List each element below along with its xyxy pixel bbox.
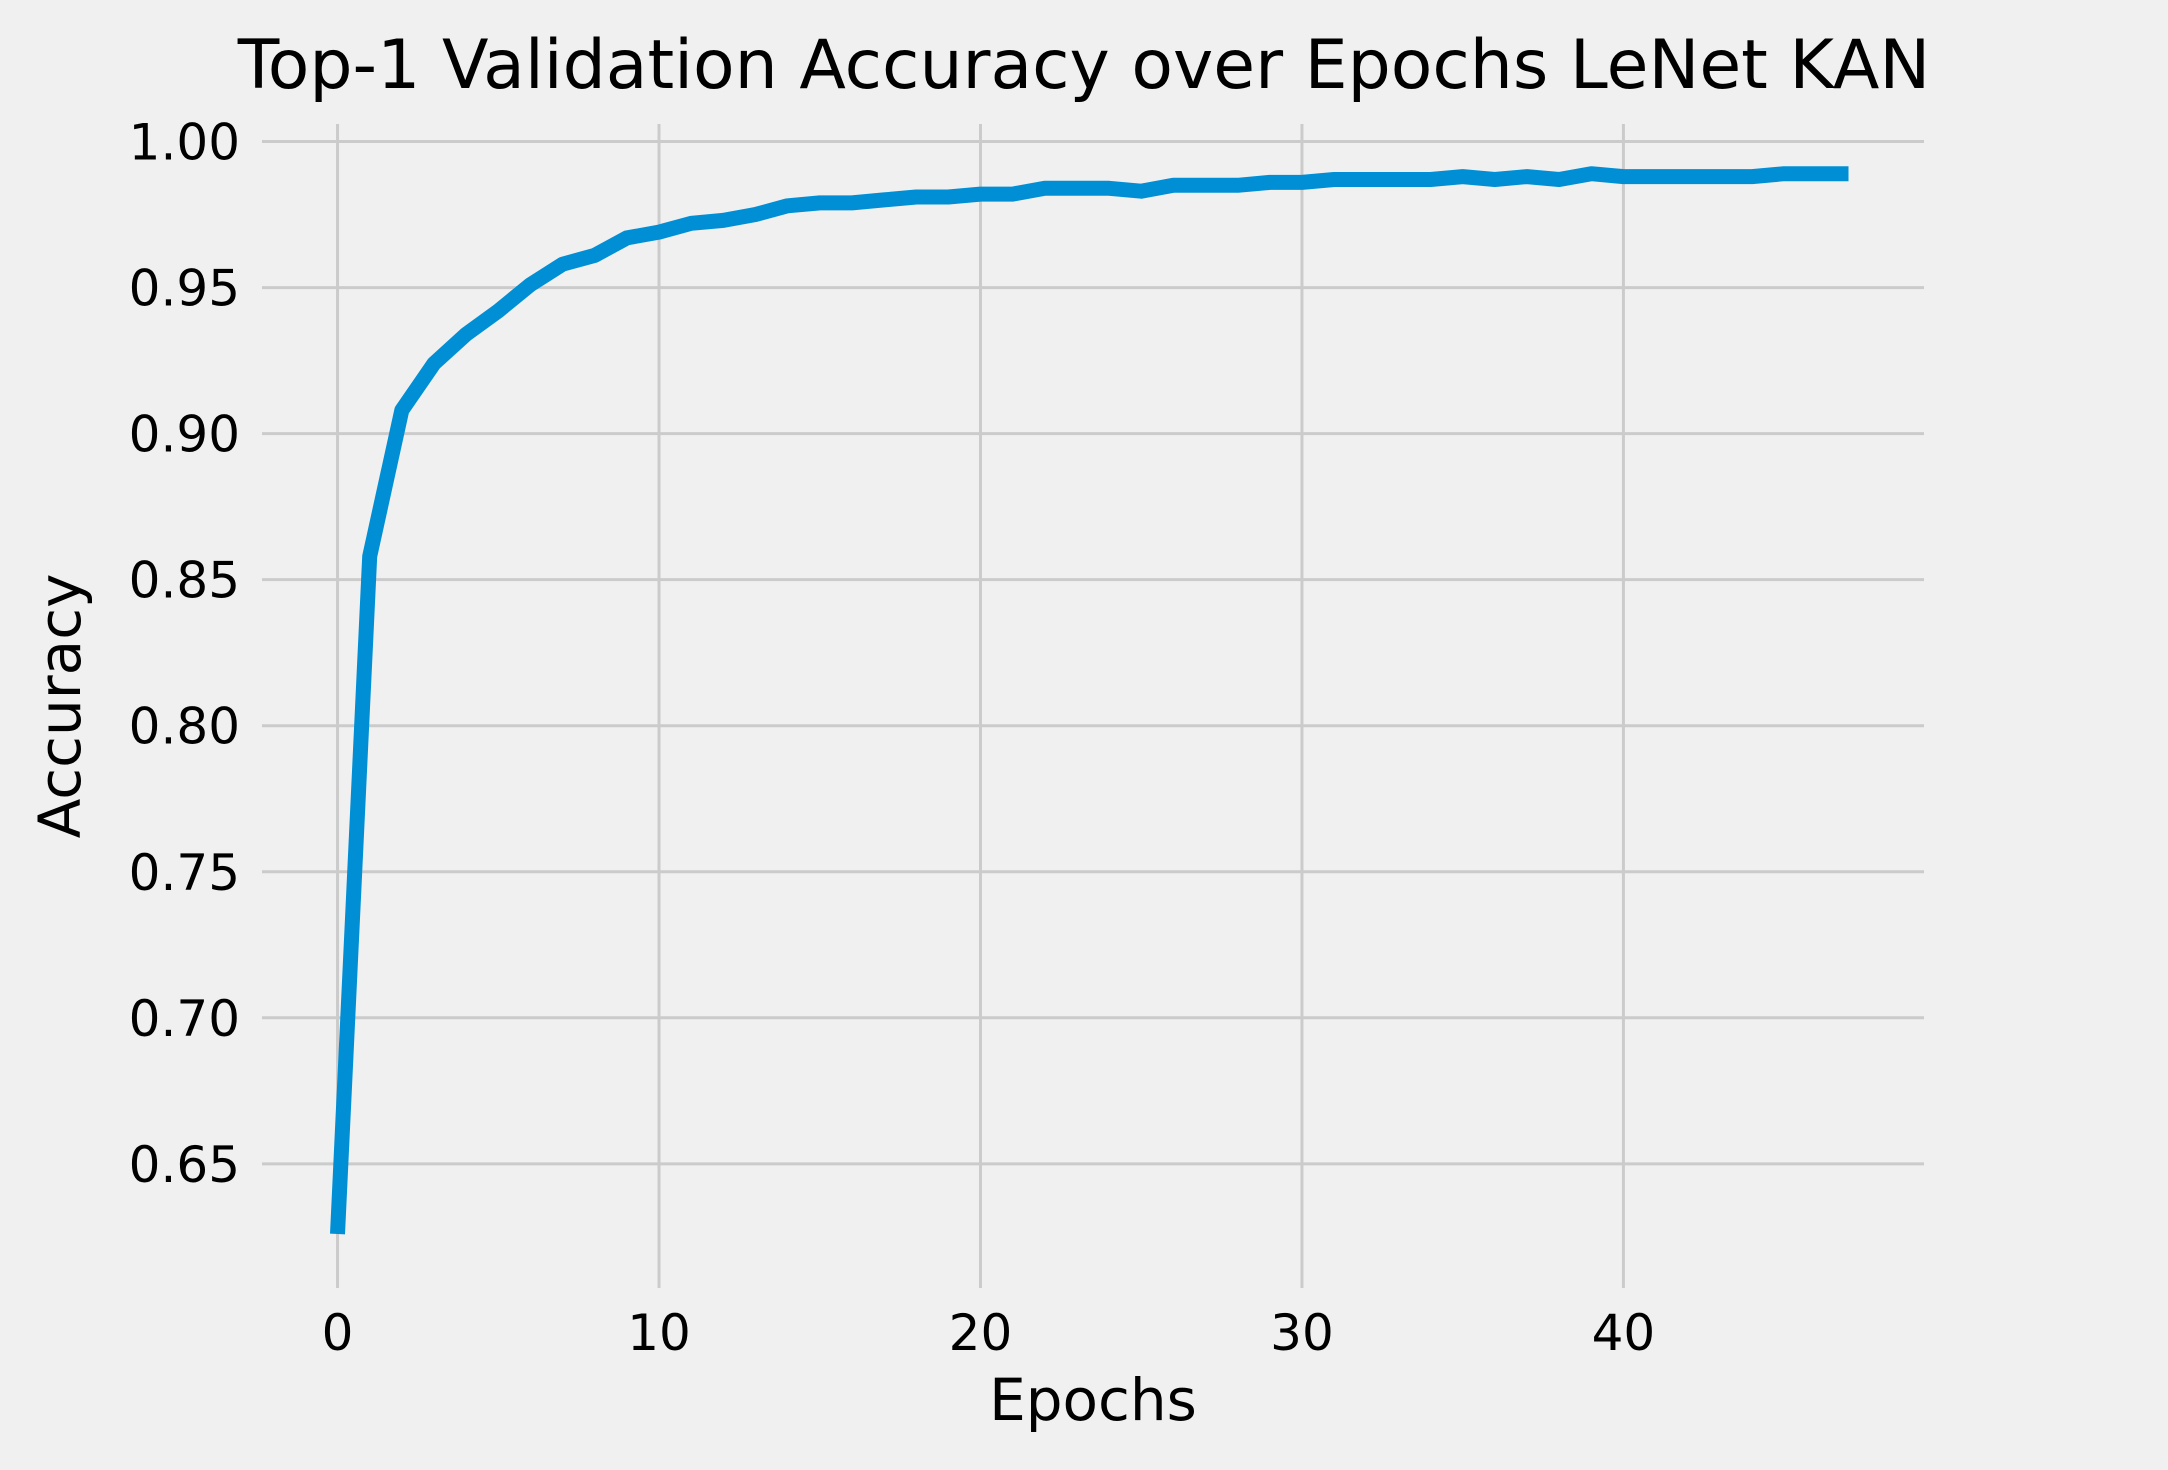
x-axis-label: Epochs [989,1366,1197,1434]
series-layer [330,166,1849,1235]
y-tick-label: 0.70 [129,990,240,1048]
y-tick-label: 0.80 [129,698,240,756]
y-axis-label: Accuracy [26,574,94,839]
y-tick-label: 0.75 [129,844,240,902]
series-line [330,166,1849,1235]
y-tick-label: 0.95 [129,260,240,318]
y-tick-label: 0.90 [129,406,240,464]
y-tick-label: 1.00 [129,114,240,172]
chart-title: Top-1 Validation Accuracy over Epochs Le… [237,26,1930,105]
x-tick-label: 0 [322,1304,354,1362]
x-tick-label: 10 [627,1304,691,1362]
y-tick-label: 0.65 [129,1136,240,1194]
x-tick-label: 30 [1270,1304,1334,1362]
y-tick-labels: 0.65 0.70 0.75 0.80 0.85 0.90 0.95 1.00 [129,114,240,1194]
y-tick-label: 0.85 [129,552,240,610]
x-tick-label: 40 [1592,1304,1656,1362]
x-tick-label: 20 [949,1304,1013,1362]
x-tick-labels: 0 10 20 30 40 [322,1304,1656,1362]
